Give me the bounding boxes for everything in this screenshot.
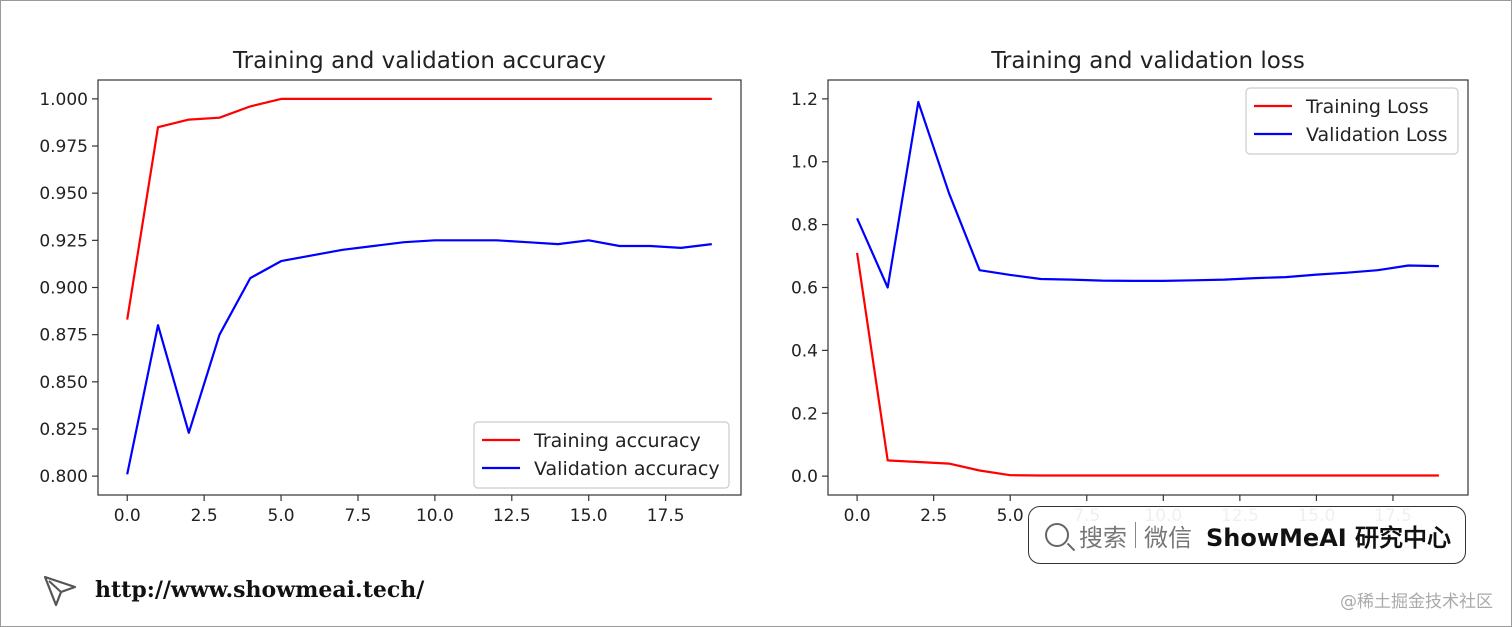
y-tick-label: 0.800 xyxy=(39,467,88,487)
watermark-search-label: 搜索 xyxy=(1079,523,1127,552)
x-tick-label: 7.5 xyxy=(344,506,371,526)
accuracy-chart: Training and validation accuracy 0.0 2.5 5.… xyxy=(39,48,742,526)
legend-box xyxy=(473,421,730,489)
y-tick-label: 1.2 xyxy=(791,90,818,110)
y-tick-label: 0.875 xyxy=(39,326,88,346)
y-tick-label: 0.950 xyxy=(39,184,88,204)
y-tick-label: 0.925 xyxy=(39,231,88,251)
y-tick-label: 0.975 xyxy=(39,137,88,157)
x-tick-label: 15.0 xyxy=(570,506,608,526)
x-tick-label: 5.0 xyxy=(997,506,1024,526)
y-tick-label: 0.6 xyxy=(791,279,818,299)
credit-text: @稀土掘金技术社区 xyxy=(1340,592,1493,612)
y-tick-label: 0.8 xyxy=(791,216,818,236)
x-tick-label: 17.5 xyxy=(647,506,685,526)
y-tick-label: 0.2 xyxy=(791,404,818,424)
legend-label-1: Validation accuracy xyxy=(534,458,720,480)
legend: Training Loss Validation Loss xyxy=(1245,87,1459,155)
series-line-0 xyxy=(126,97,712,320)
loss-chart: Training and validation loss0.02.55.07.5… xyxy=(791,48,1469,526)
y-tick-label: 0.4 xyxy=(791,341,818,361)
y-tick-label: 0.0 xyxy=(791,467,818,487)
x-tick-label: 10.0 xyxy=(416,506,454,526)
footer-url-text[interactable]: http://www.showmeai.tech/ xyxy=(95,577,425,603)
legend: Training accuracy Validation accuracy xyxy=(473,421,730,489)
series-line-1 xyxy=(856,100,1439,289)
legend-label-0: Training Loss xyxy=(1305,96,1429,118)
watermark-badge: 搜索 微信 ShowMeAI 研究中心 xyxy=(1028,506,1466,564)
y-tick-label: 0.825 xyxy=(39,420,88,440)
watermark-divider xyxy=(1135,522,1136,548)
y-tick-label: 0.850 xyxy=(39,373,88,393)
chart-title: Training and validation loss xyxy=(990,48,1305,74)
chart-title: Training and validation accuracy xyxy=(232,48,606,74)
legend-label-0: Training accuracy xyxy=(533,430,701,452)
cursor-icon xyxy=(43,575,77,607)
series-line-0 xyxy=(856,252,1439,477)
watermark-wechat-label: 微信 xyxy=(1144,523,1192,552)
x-tick-label: 12.5 xyxy=(493,506,531,526)
legend-label-1: Validation Loss xyxy=(1306,124,1448,146)
y-tick-label: 1.0 xyxy=(791,153,818,173)
watermark-brand: ShowMeAI 研究中心 xyxy=(1206,523,1452,552)
x-tick-label: 5.0 xyxy=(268,506,295,526)
x-tick-label: 2.5 xyxy=(191,506,218,526)
y-tick-label: 1.000 xyxy=(39,90,88,110)
legend-box xyxy=(1245,87,1459,155)
search-icon xyxy=(1045,523,1069,547)
x-tick-label: 0.0 xyxy=(844,506,871,526)
y-tick-label: 0.900 xyxy=(39,279,88,299)
footer-link[interactable]: http://www.showmeai.tech/ xyxy=(41,571,424,609)
x-tick-label: 2.5 xyxy=(920,506,947,526)
series-line-1 xyxy=(126,239,712,475)
x-tick-label: 0.0 xyxy=(114,506,141,526)
